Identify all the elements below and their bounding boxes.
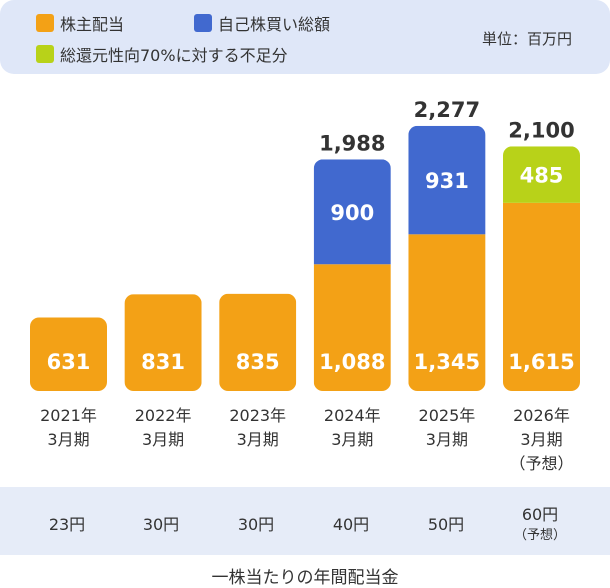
bar-segment-3-series-1 <box>313 159 391 265</box>
category-label-3-line-0: 2024年 <box>324 406 381 425</box>
category-label-5-line-0: 2026年 <box>513 406 570 425</box>
dps-amount-2025: 50円 <box>427 515 465 534</box>
bar-total-label-5: 2,100 <box>508 118 574 142</box>
category-label-5-line-1: 3月期 <box>520 430 562 449</box>
dps-amount-2024: 40円 <box>332 515 370 534</box>
legend-item-shortfall: 総還元性向70%に対する不足分 <box>36 42 288 66</box>
dps-value-2023: 30円 <box>211 511 301 535</box>
unit-label: 単位：百万円 <box>481 30 572 48</box>
bar-segment-1-series-0 <box>124 294 202 391</box>
legend-swatch-buyback <box>194 14 212 32</box>
legend-label-buyback: 自己株買い総額 <box>218 15 331 34</box>
legend-item-dividends: 株主配当 <box>36 11 124 35</box>
bar-value-label-4-series-0: 1,345 <box>414 350 480 374</box>
bar-segment-3-series-0 <box>313 264 391 391</box>
category-label-1-line-0: 2022年 <box>135 406 192 425</box>
dps-value-2025: 50円 <box>401 511 491 535</box>
dps-note-2026: （予想） <box>513 528 566 543</box>
bar-value-label-4-series-1: 931 <box>425 169 469 193</box>
dps-value-2021: 23円 <box>22 511 112 535</box>
dps-amount-2022: 30円 <box>142 515 180 534</box>
bar-value-label-3-series-0: 1,088 <box>319 350 385 374</box>
category-label-4-line-0: 2025年 <box>419 406 476 425</box>
dps-amount-2026: 60円 <box>521 505 559 524</box>
dps-amount-2023: 30円 <box>237 515 275 534</box>
bar-value-label-5-series-2: 485 <box>520 164 564 188</box>
bar-value-label-2-series-0: 835 <box>236 350 280 374</box>
dps-value-2024: 40円 <box>306 511 396 535</box>
bar-total-label-3: 1,988 <box>319 131 385 155</box>
dividend-per-share-panel: 23円 30円 30円 40円 50円 60円 （予想） <box>0 487 610 555</box>
legend-label-shortfall: 総還元性向70%に対する不足分 <box>60 46 288 65</box>
category-label-4-line-1: 3月期 <box>426 430 468 449</box>
dps-caption: 一株当たりの年間配当金 <box>211 568 399 588</box>
category-label-0-line-1: 3月期 <box>47 430 89 449</box>
stacked-bar-chart: 631 2021年 3月期 831 2022年 3月期 835 2023年 3月期 1,088 90… <box>30 98 580 473</box>
bar-segment-0-series-0 <box>30 317 107 391</box>
dps-value-2026: 60円 （予想） <box>495 501 585 543</box>
category-label-2-line-1: 3月期 <box>237 430 279 449</box>
bar-segment-4-series-0 <box>408 234 486 391</box>
legend-swatch-dividends <box>36 14 54 32</box>
bar-total-label-4: 2,277 <box>414 98 480 122</box>
category-label-3-line-1: 3月期 <box>331 430 373 449</box>
category-label-0-line-0: 2021年 <box>40 406 97 425</box>
legend-label-dividends: 株主配当 <box>60 15 125 34</box>
bar-value-label-3-series-1: 900 <box>330 201 374 225</box>
category-label-5-line-2: （予想） <box>509 454 573 473</box>
bar-segment-4-series-1 <box>408 125 486 235</box>
legend-panel: 株主配当 自己株買い総額 総還元性向70%に対する不足分 単位：百万円 <box>0 0 610 74</box>
category-label-2-line-0: 2023年 <box>229 406 286 425</box>
dps-amount-2021: 23円 <box>48 515 86 534</box>
bar-value-label-0-series-0: 631 <box>47 350 91 374</box>
category-label-1-line-1: 3月期 <box>142 430 184 449</box>
legend-item-buyback: 自己株買い総額 <box>194 11 330 35</box>
bar-value-label-1-series-0: 831 <box>141 350 185 374</box>
bar-segment-5-series-0 <box>503 202 580 391</box>
legend-swatch-shortfall <box>36 45 54 63</box>
bar-segment-5-series-2 <box>503 146 580 203</box>
bar-value-label-5-series-0: 1,615 <box>508 350 574 374</box>
bar-segment-2-series-0 <box>219 293 297 391</box>
dps-value-2022: 30円 <box>116 511 206 535</box>
